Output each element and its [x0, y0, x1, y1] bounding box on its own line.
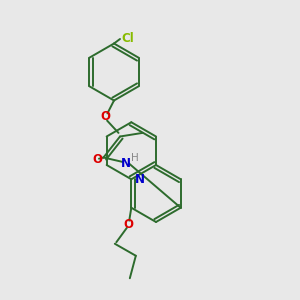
Text: N: N	[135, 173, 145, 186]
Text: O: O	[100, 110, 110, 124]
Text: Cl: Cl	[122, 32, 134, 46]
Text: O: O	[123, 218, 133, 231]
Text: H: H	[130, 153, 138, 163]
Text: N: N	[121, 157, 131, 170]
Text: O: O	[92, 152, 102, 166]
